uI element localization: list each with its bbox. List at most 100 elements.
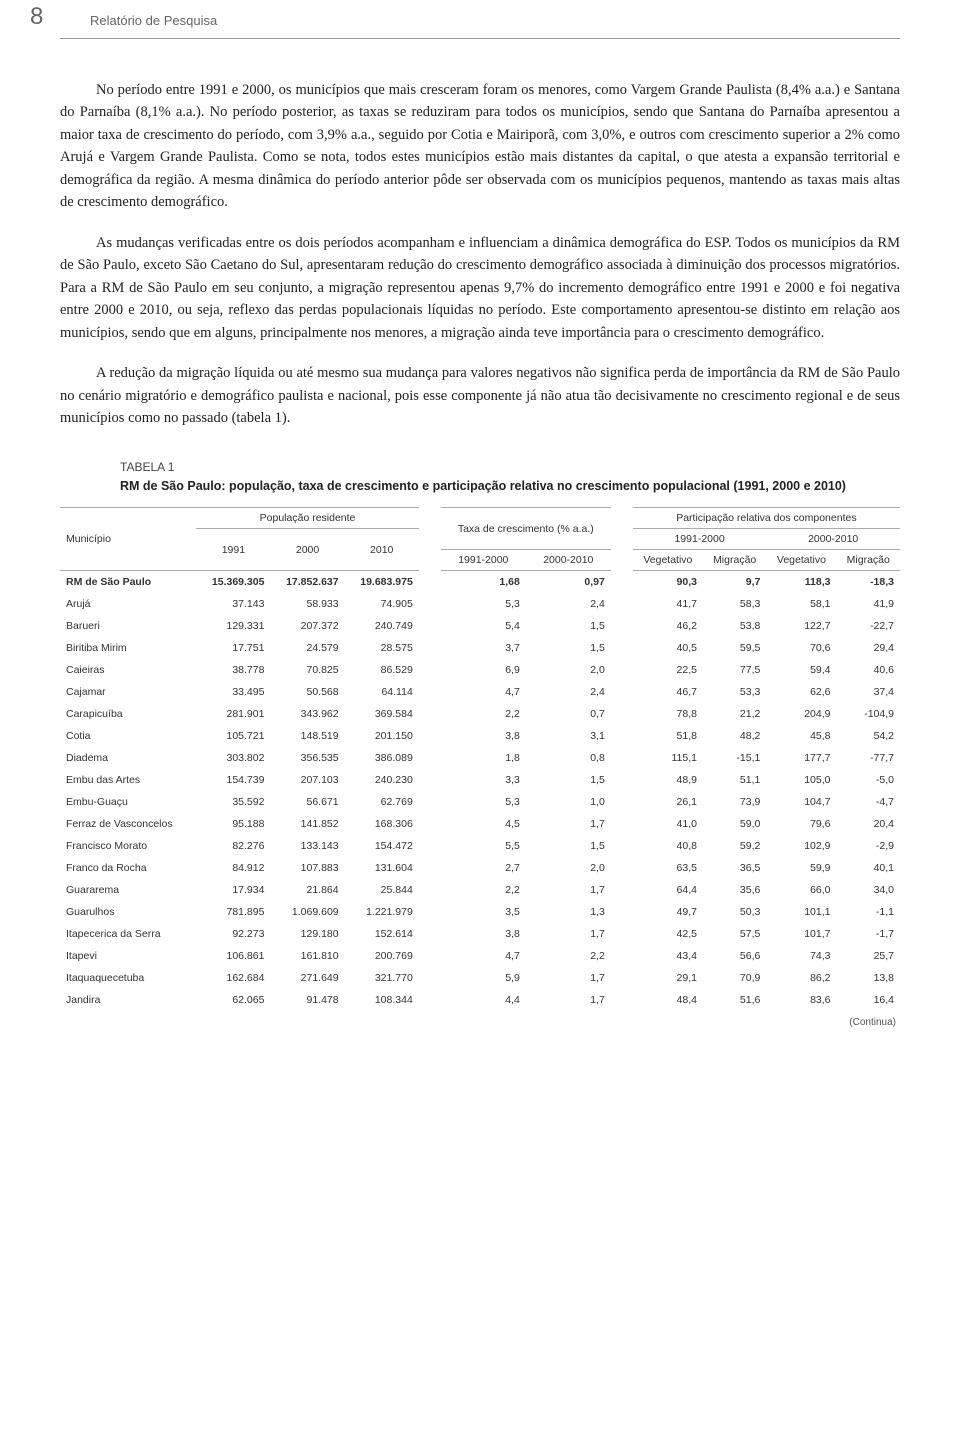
table-row: Ferraz de Vasconcelos95.188141.852168.30…	[60, 813, 900, 835]
table-cell: 86,2	[766, 967, 836, 989]
table-cell: 115,1	[633, 747, 703, 769]
table-cell: 1.221.979	[345, 901, 419, 923]
table-cell: 82.276	[196, 835, 270, 857]
table-cell	[611, 747, 633, 769]
table-cell	[611, 791, 633, 813]
table-cell: 200.769	[345, 945, 419, 967]
table-cell: 40,6	[837, 659, 901, 681]
table-cell: 59,0	[703, 813, 766, 835]
table-cell	[611, 703, 633, 725]
table-cell	[419, 593, 441, 615]
table-cell: 2,0	[526, 857, 611, 879]
table-cell: 74,3	[766, 945, 836, 967]
table-cell: 70,9	[703, 967, 766, 989]
table-cell: 40,8	[633, 835, 703, 857]
table-row: Arujá37.14358.93374.9055,32,441,758,358,…	[60, 593, 900, 615]
table-cell	[611, 769, 633, 791]
table-cell: 48,4	[633, 989, 703, 1011]
table-cell: 25.844	[345, 879, 419, 901]
table-cell: 53,3	[703, 681, 766, 703]
table-cell: 154.739	[196, 769, 270, 791]
table-cell: 6,9	[441, 659, 526, 681]
table-cell: 59,4	[766, 659, 836, 681]
table-row: Embu das Artes154.739207.103240.2303,31,…	[60, 769, 900, 791]
th-t2: 2000-2010	[526, 550, 611, 571]
table-cell: -1,1	[837, 901, 901, 923]
table-cell: -77,7	[837, 747, 901, 769]
table-cell: 131.604	[345, 857, 419, 879]
table-cell: Jandira	[60, 989, 196, 1011]
table-cell: 13,8	[837, 967, 901, 989]
table-cell: -104,9	[837, 703, 901, 725]
table-cell: 45,8	[766, 725, 836, 747]
table-cell	[419, 769, 441, 791]
table-cell: 17.852.637	[270, 571, 344, 594]
table-cell: 90,3	[633, 571, 703, 594]
table-cell: 1,5	[526, 637, 611, 659]
table-cell: 1,7	[526, 923, 611, 945]
table-cell: 24.579	[270, 637, 344, 659]
table-cell: Ferraz de Vasconcelos	[60, 813, 196, 835]
table-cell: 104,7	[766, 791, 836, 813]
table-cell: 3,8	[441, 923, 526, 945]
table-cell: 240.230	[345, 769, 419, 791]
table-cell: 58,3	[703, 593, 766, 615]
table-cell: 1,5	[526, 615, 611, 637]
table-cell: 77,5	[703, 659, 766, 681]
table-cell: 105,0	[766, 769, 836, 791]
table-cell: 59,2	[703, 835, 766, 857]
table-cell: 129.180	[270, 923, 344, 945]
table-cell: 56.671	[270, 791, 344, 813]
table-cell: Guarulhos	[60, 901, 196, 923]
table-cell: 64.114	[345, 681, 419, 703]
table-cell	[611, 879, 633, 901]
table-cell: 1,8	[441, 747, 526, 769]
table-cell: 133.143	[270, 835, 344, 857]
table-cell	[611, 571, 633, 594]
table-row: Guararema17.93421.86425.8442,21,764,435,…	[60, 879, 900, 901]
table-cell: Franco da Rocha	[60, 857, 196, 879]
table-cell: 161.810	[270, 945, 344, 967]
table-cell: 54,2	[837, 725, 901, 747]
table-cell: 1,7	[526, 879, 611, 901]
table-cell: 22,5	[633, 659, 703, 681]
data-table: Município População residente Taxa de cr…	[60, 507, 900, 1011]
table-row: Caieiras38.77870.82586.5296,92,022,577,5…	[60, 659, 900, 681]
table-cell: 3,8	[441, 725, 526, 747]
table-cell: 386.089	[345, 747, 419, 769]
th-v2: Vegetativo	[766, 550, 836, 571]
table-cell: 48,9	[633, 769, 703, 791]
th-m2: Migração	[837, 550, 901, 571]
table-cell: 51,6	[703, 989, 766, 1011]
table-cell: 4,4	[441, 989, 526, 1011]
table-cell: 152.614	[345, 923, 419, 945]
table-cell: 29,4	[837, 637, 901, 659]
table-cell: 29,1	[633, 967, 703, 989]
table-row: RM de São Paulo15.369.30517.852.63719.68…	[60, 571, 900, 594]
table-cell: Itapevi	[60, 945, 196, 967]
th-2000: 2000	[270, 529, 344, 571]
table-cell: 78,8	[633, 703, 703, 725]
table-cell: 84.912	[196, 857, 270, 879]
table-cell: 2,2	[526, 945, 611, 967]
paragraph-2: As mudanças verificadas entre os dois pe…	[60, 232, 900, 344]
table-cell: 34,0	[837, 879, 901, 901]
table-cell: 3,5	[441, 901, 526, 923]
table-cell: 63,5	[633, 857, 703, 879]
table-cell: 108.344	[345, 989, 419, 1011]
th-taxa: Taxa de crescimento (% a.a.)	[441, 508, 611, 550]
table-cell: 5,4	[441, 615, 526, 637]
table-cell: 70.825	[270, 659, 344, 681]
table-cell	[419, 747, 441, 769]
table-cell: 86.529	[345, 659, 419, 681]
table-cell	[611, 857, 633, 879]
table-cell: 37,4	[837, 681, 901, 703]
table-cell: 59,9	[766, 857, 836, 879]
table-row: Cajamar33.49550.56864.1144,72,446,753,36…	[60, 681, 900, 703]
table-cell: Cotia	[60, 725, 196, 747]
th-2010: 2010	[345, 529, 419, 571]
table-row: Cotia105.721148.519201.1503,83,151,848,2…	[60, 725, 900, 747]
table-row: Itapevi106.861161.810200.7694,72,243,456…	[60, 945, 900, 967]
table-cell: 271.649	[270, 967, 344, 989]
table-cell: 343.962	[270, 703, 344, 725]
